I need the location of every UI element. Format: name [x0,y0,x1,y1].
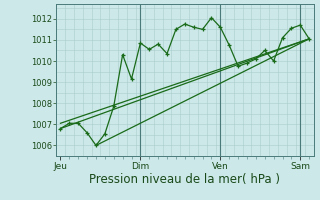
X-axis label: Pression niveau de la mer( hPa ): Pression niveau de la mer( hPa ) [89,173,280,186]
